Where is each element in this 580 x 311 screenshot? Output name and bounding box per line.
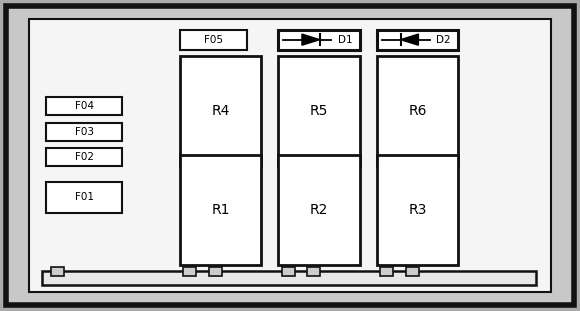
Polygon shape xyxy=(302,34,320,45)
Polygon shape xyxy=(401,34,418,45)
Bar xyxy=(46,182,122,213)
Bar xyxy=(180,155,261,265)
Text: F05: F05 xyxy=(204,35,223,45)
Bar xyxy=(278,155,360,265)
Text: D2: D2 xyxy=(436,35,451,45)
Bar xyxy=(209,267,222,276)
Bar xyxy=(29,19,551,292)
Bar xyxy=(180,56,261,166)
Bar xyxy=(278,30,360,50)
Bar xyxy=(406,267,419,276)
Text: F03: F03 xyxy=(75,127,93,137)
Bar xyxy=(377,155,458,265)
Bar xyxy=(180,30,246,50)
Text: R5: R5 xyxy=(310,104,328,118)
Text: R1: R1 xyxy=(211,203,230,217)
Bar xyxy=(282,267,295,276)
Bar xyxy=(307,267,320,276)
Text: R3: R3 xyxy=(408,203,427,217)
Bar xyxy=(46,123,122,141)
Text: F02: F02 xyxy=(75,152,93,162)
Text: F01: F01 xyxy=(75,193,93,202)
Bar xyxy=(278,56,360,166)
Text: R2: R2 xyxy=(310,203,328,217)
Bar xyxy=(46,97,122,115)
Bar xyxy=(46,148,122,166)
Bar xyxy=(377,30,458,50)
Bar xyxy=(377,56,458,166)
Text: F04: F04 xyxy=(75,101,93,111)
Text: R4: R4 xyxy=(211,104,230,118)
Text: R6: R6 xyxy=(408,104,427,118)
Text: D1: D1 xyxy=(338,35,352,45)
Bar xyxy=(183,267,196,276)
Bar xyxy=(380,267,393,276)
Bar xyxy=(51,267,64,276)
Bar xyxy=(42,271,536,285)
